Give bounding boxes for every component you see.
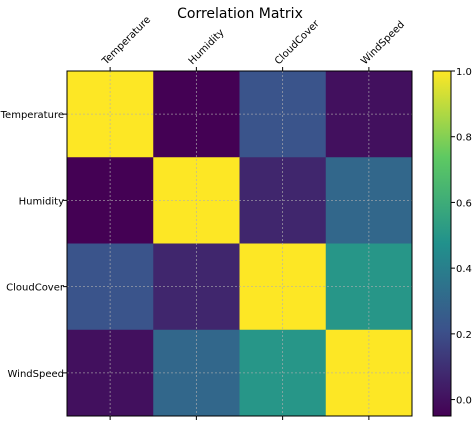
colorbar-tick-label: 0.2: [456, 330, 472, 341]
chart-title: Correlation Matrix: [177, 6, 303, 22]
y-tick-labels: Temperature Humidity CloudCover WindSpeed: [0, 110, 67, 380]
colorbar: [432, 70, 452, 417]
colorbar-tick-label: 0.6: [456, 198, 472, 209]
y-tick-label: Humidity: [19, 196, 64, 207]
heatmap-cells: [67, 71, 413, 417]
x-tick-label: CloudCover: [273, 18, 322, 67]
x-tick-label: Humidity: [187, 27, 227, 67]
y-tick-label: WindSpeed: [8, 369, 64, 380]
colorbar-ticks: 0.0 0.2 0.4 0.6 0.8 1.0: [451, 67, 472, 407]
x-tick-label: WindSpeed: [359, 19, 407, 67]
heatmap-gridlines: [67, 71, 412, 416]
colorbar-tick-label: 1.0: [456, 67, 472, 78]
y-tick-label: Temperature: [0, 110, 64, 121]
colorbar-tick-label: 0.0: [456, 396, 472, 407]
colorbar-tick-label: 0.8: [456, 133, 472, 144]
x-tick-label: Temperature: [100, 15, 153, 68]
colorbar-tick-label: 0.4: [456, 264, 472, 275]
heatmap-frame: [66, 70, 413, 417]
y-tick-label: CloudCover: [6, 283, 65, 294]
